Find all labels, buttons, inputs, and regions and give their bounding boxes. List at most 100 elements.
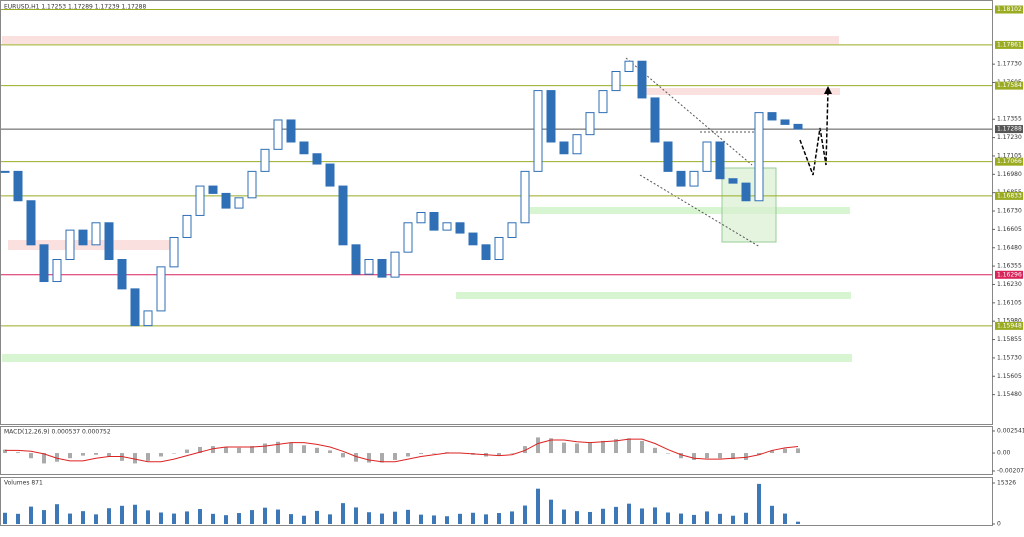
candle — [559, 141, 569, 155]
macd-bar — [744, 453, 748, 460]
supply-zone — [2, 36, 839, 44]
candle — [52, 259, 62, 283]
volume-bar — [302, 515, 306, 524]
candle — [234, 197, 244, 209]
volume-bar — [120, 505, 124, 524]
macd-bar — [588, 442, 592, 454]
macd-bar — [289, 442, 293, 454]
macd-bar — [367, 453, 371, 463]
macd-bar — [185, 449, 189, 454]
macd-bar — [705, 453, 709, 459]
volume-bar — [107, 508, 111, 524]
candle — [0, 170, 10, 173]
price-badge — [995, 157, 1023, 166]
volume-bar — [731, 515, 735, 524]
candle — [390, 251, 400, 278]
candle — [143, 310, 153, 327]
price-badge-label: 1.17066 — [997, 158, 1022, 165]
candle — [572, 134, 582, 155]
price-badge — [995, 191, 1023, 200]
macd-bar — [302, 445, 306, 454]
y-tick-label: 1.15980 — [997, 318, 1022, 325]
macd-bar — [536, 437, 540, 454]
volume-bar — [744, 512, 748, 524]
volume-bar — [471, 512, 475, 524]
macd-bar — [237, 447, 241, 454]
candle — [299, 141, 309, 155]
candle — [195, 185, 205, 216]
chart-title: EURUSD,H1 1.17253 1.17289 1.17239 1.1728… — [4, 4, 146, 11]
candle — [507, 222, 517, 238]
volume-bar — [614, 506, 618, 524]
volume-bar — [588, 511, 592, 524]
candle — [260, 148, 270, 172]
main-panel — [0, 0, 993, 425]
candle — [481, 244, 491, 260]
candle — [780, 119, 790, 125]
demand-zone — [2, 354, 852, 362]
candle — [312, 153, 322, 165]
candle — [403, 222, 413, 253]
volume-bar — [666, 512, 670, 524]
candle — [429, 212, 439, 231]
volume-bar — [380, 513, 384, 524]
macd-bar — [640, 440, 644, 454]
candle — [338, 185, 348, 246]
candle — [208, 185, 218, 194]
candle — [221, 192, 231, 209]
volume-bar — [250, 510, 254, 524]
forecast-arrowhead — [824, 86, 832, 94]
volume-bar — [29, 506, 33, 524]
y-tick-label: 1.15605 — [997, 373, 1022, 380]
volume-bar — [562, 509, 566, 524]
price-badge — [995, 5, 1023, 14]
volume-bar — [770, 505, 774, 524]
price-badge-label: 1.16833 — [997, 192, 1022, 199]
volume-bar — [757, 483, 761, 524]
candle — [767, 112, 777, 121]
volume-bar — [159, 512, 163, 524]
candle — [468, 232, 478, 246]
price-badge-label: 1.17861 — [997, 41, 1022, 48]
macd-bar — [549, 438, 553, 454]
volume-bar — [263, 507, 267, 524]
volume-bar — [237, 513, 241, 524]
macd-bar — [757, 453, 761, 455]
volume-bar — [510, 511, 514, 524]
volume-label: Volumes 871 — [4, 480, 43, 487]
volume-bar — [796, 521, 800, 524]
candle — [676, 170, 686, 187]
candle — [169, 236, 179, 268]
y-tick-label: 1.16980 — [997, 171, 1022, 178]
candle — [741, 182, 751, 202]
volume-bar — [718, 513, 722, 524]
candle — [611, 71, 621, 92]
candle — [585, 112, 595, 136]
candle — [364, 259, 374, 275]
volume-bar — [783, 513, 787, 524]
candle — [520, 170, 530, 224]
candle — [702, 141, 712, 172]
macd-tick-label: 0.00 — [997, 450, 1011, 457]
price-badge-label: 1.17584 — [997, 82, 1022, 89]
volume-bar — [315, 510, 319, 524]
macd-bar — [731, 453, 735, 460]
candle — [650, 97, 660, 143]
volume-bar — [692, 514, 696, 524]
volume-tick-label: 0 — [997, 521, 1001, 528]
demand-zone — [530, 207, 850, 214]
volume-bar — [484, 514, 488, 524]
macd-bar — [107, 453, 111, 457]
volume-bar — [653, 507, 657, 524]
volume-bar — [367, 512, 371, 524]
candle — [13, 170, 23, 202]
demand-zone — [456, 292, 851, 299]
macd-bar — [133, 453, 137, 464]
macd-bar — [172, 453, 176, 454]
macd-bar — [159, 453, 163, 457]
macd-bar — [406, 453, 410, 457]
macd-signal — [5, 438, 799, 463]
volume-bar — [536, 488, 540, 524]
candle — [416, 212, 426, 224]
candle — [442, 222, 452, 231]
